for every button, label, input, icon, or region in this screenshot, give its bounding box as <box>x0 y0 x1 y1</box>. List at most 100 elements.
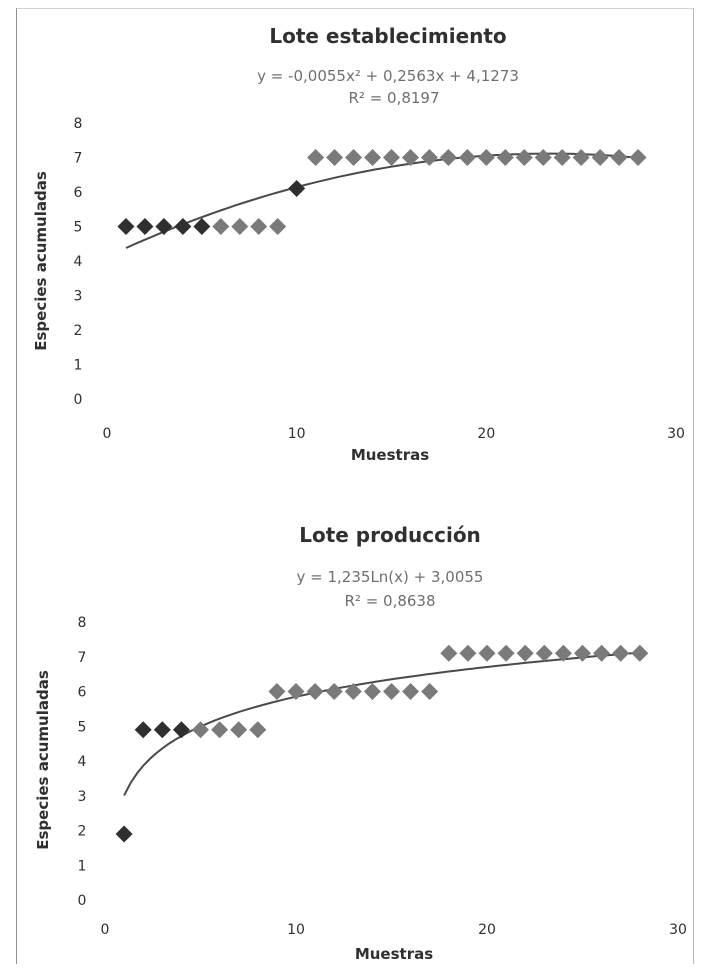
y-tick-label: 8 <box>74 116 83 132</box>
data-point <box>612 644 630 662</box>
chart-lote-establecimiento: Lote establecimiento y = -0,0055x² + 0,2… <box>32 24 685 464</box>
x-tick-label: 10 <box>288 426 306 442</box>
data-points <box>117 149 647 235</box>
data-point <box>153 721 171 739</box>
data-point <box>364 149 382 166</box>
data-point <box>134 721 152 739</box>
data-point <box>459 644 477 662</box>
x-tick-labels: 0 10 20 30 <box>103 426 685 442</box>
y-tick-label: 2 <box>78 824 87 840</box>
data-point <box>345 149 363 166</box>
data-point <box>326 149 344 166</box>
data-point <box>383 683 400 700</box>
data-point <box>574 644 591 662</box>
y-tick-labels: 0 1 2 3 4 5 6 7 8 <box>78 615 87 909</box>
data-point <box>212 218 230 235</box>
data-point <box>155 218 173 235</box>
data-point <box>306 683 324 700</box>
data-point <box>593 644 611 662</box>
y-tick-label: 4 <box>78 754 87 770</box>
chart-title: Lote producción <box>299 523 481 547</box>
y-tick-label: 4 <box>74 254 83 270</box>
x-tick-labels: 0 10 20 30 <box>101 922 687 938</box>
trendline-equation: y = 1,235Ln(x) + 3,0055 <box>297 568 484 586</box>
data-point <box>115 825 133 843</box>
data-point <box>516 644 534 662</box>
y-tick-label: 7 <box>74 151 83 167</box>
figure-frame <box>16 8 694 964</box>
data-point <box>401 149 419 166</box>
x-tick-label: 30 <box>667 426 685 442</box>
data-point <box>172 721 190 739</box>
y-tick-label: 7 <box>78 650 87 666</box>
data-point <box>420 149 438 166</box>
y-tick-label: 5 <box>78 719 87 735</box>
y-tick-label: 5 <box>74 220 83 236</box>
data-point <box>288 180 306 198</box>
y-tick-label: 6 <box>74 185 83 201</box>
data-point <box>631 644 649 662</box>
data-point <box>440 644 458 662</box>
trendline <box>123 651 640 797</box>
data-point <box>363 683 381 700</box>
y-tick-label: 3 <box>74 289 83 305</box>
data-point <box>402 683 420 700</box>
data-point <box>383 149 400 166</box>
x-axis-title: Muestras <box>351 446 429 464</box>
y-tick-label: 1 <box>78 858 87 874</box>
data-point <box>591 149 609 166</box>
data-point <box>458 149 476 166</box>
y-axis-title: Especies acumuladas <box>32 171 50 351</box>
data-point <box>193 218 211 235</box>
x-tick-label: 10 <box>287 922 305 938</box>
y-tick-label: 0 <box>74 392 83 408</box>
data-point <box>268 683 286 700</box>
data-point <box>477 149 495 166</box>
x-axis-title: Muestras <box>355 945 433 963</box>
data-point <box>572 149 590 166</box>
trendline-r-squared: R² = 0,8638 <box>344 592 435 610</box>
y-tick-label: 1 <box>74 358 83 374</box>
data-point <box>211 721 229 739</box>
data-point <box>325 683 343 700</box>
data-point <box>553 149 571 166</box>
y-tick-labels: 0 1 2 3 4 5 6 7 8 <box>74 116 83 408</box>
data-point <box>192 721 209 739</box>
data-point <box>497 644 515 662</box>
y-axis-title: Especies acumuladas <box>34 670 52 850</box>
data-point <box>421 683 439 700</box>
data-point <box>307 149 325 166</box>
data-point <box>117 218 135 235</box>
data-point <box>269 218 287 235</box>
data-point <box>136 218 154 235</box>
trendline-equation: y = -0,0055x² + 0,2563x + 4,1273 <box>257 67 519 85</box>
chart-title: Lote establecimiento <box>269 24 506 48</box>
data-point <box>174 218 192 235</box>
data-point <box>287 683 305 700</box>
data-point <box>629 149 647 166</box>
data-point <box>535 644 553 662</box>
y-tick-label: 2 <box>74 323 83 339</box>
data-point <box>554 644 572 662</box>
data-points <box>115 644 649 843</box>
data-point <box>249 721 267 739</box>
data-point <box>515 149 533 166</box>
data-point <box>439 149 457 166</box>
data-point <box>478 644 496 662</box>
data-point <box>231 218 249 235</box>
y-tick-label: 8 <box>78 615 87 631</box>
data-point <box>496 149 514 166</box>
x-tick-label: 30 <box>669 922 687 938</box>
x-tick-label: 20 <box>477 426 495 442</box>
trendline <box>125 152 639 249</box>
y-tick-label: 3 <box>78 789 87 805</box>
x-tick-label: 0 <box>101 922 110 938</box>
x-tick-label: 0 <box>103 426 112 442</box>
data-point <box>610 149 628 166</box>
data-point <box>250 218 268 235</box>
data-point <box>344 683 362 700</box>
y-tick-label: 0 <box>78 893 87 909</box>
chart-lote-produccion: Lote producción y = 1,235Ln(x) + 3,0055 … <box>34 523 687 963</box>
